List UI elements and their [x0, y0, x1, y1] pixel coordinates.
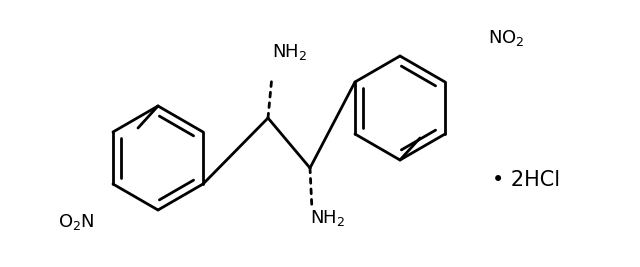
- Text: NH$_2$: NH$_2$: [310, 208, 346, 228]
- Text: • 2HCl: • 2HCl: [492, 170, 560, 190]
- Text: O$_2$N: O$_2$N: [58, 212, 95, 232]
- Text: NH$_2$: NH$_2$: [272, 42, 307, 62]
- Text: NO$_2$: NO$_2$: [488, 28, 525, 48]
